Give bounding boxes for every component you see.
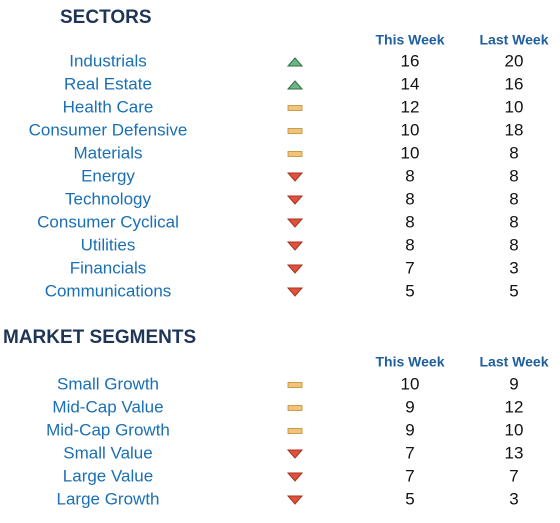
trend-flat-icon xyxy=(287,428,303,434)
this-week-value: 5 xyxy=(405,489,414,508)
this-week-value: 7 xyxy=(405,466,414,485)
row-name: Technology xyxy=(65,189,152,208)
last-week-value: 8 xyxy=(509,143,518,162)
this-week-value: 7 xyxy=(405,443,414,462)
row-name: Small Growth xyxy=(57,374,159,393)
last-week-value: 3 xyxy=(509,489,518,508)
last-week-value: 20 xyxy=(505,51,524,70)
this-week-value: 8 xyxy=(405,166,414,185)
this-week-value: 7 xyxy=(405,258,414,277)
row-name: Energy xyxy=(81,166,135,185)
row-name: Materials xyxy=(74,143,143,162)
this-week-value: 10 xyxy=(401,120,420,139)
column-header: This Week xyxy=(376,32,445,48)
last-week-value: 9 xyxy=(509,374,518,393)
trend-down-icon xyxy=(286,287,304,297)
last-week-value: 18 xyxy=(505,120,524,139)
this-week-value: 9 xyxy=(405,397,414,416)
row-name: Mid-Cap Value xyxy=(52,397,163,416)
last-week-value: 8 xyxy=(509,212,518,231)
this-week-value: 9 xyxy=(405,420,414,439)
last-week-value: 12 xyxy=(505,397,524,416)
row-name: Communications xyxy=(45,281,172,300)
row-name: Large Growth xyxy=(57,489,160,508)
this-week-value: 8 xyxy=(405,189,414,208)
trend-down-icon xyxy=(286,264,304,274)
row-name: Financials xyxy=(70,258,147,277)
trend-down-icon xyxy=(286,172,304,182)
last-week-value: 3 xyxy=(509,258,518,277)
trend-down-icon xyxy=(286,195,304,205)
trend-flat-icon xyxy=(287,151,303,157)
trend-flat-icon xyxy=(287,405,303,411)
trend-down-icon xyxy=(286,218,304,228)
trend-up-icon xyxy=(286,80,304,90)
column-header: Last Week xyxy=(480,32,549,48)
last-week-value: 7 xyxy=(509,466,518,485)
last-week-value: 10 xyxy=(505,97,524,116)
row-name: Consumer Defensive xyxy=(29,120,188,139)
last-week-value: 10 xyxy=(505,420,524,439)
trend-down-icon xyxy=(286,472,304,482)
last-week-value: 5 xyxy=(509,281,518,300)
column-header: This Week xyxy=(376,354,445,370)
row-name: Small Value xyxy=(63,443,152,462)
this-week-value: 10 xyxy=(401,374,420,393)
row-name: Consumer Cyclical xyxy=(37,212,179,231)
row-name: Large Value xyxy=(63,466,153,485)
last-week-value: 8 xyxy=(509,166,518,185)
trend-flat-icon xyxy=(287,105,303,111)
row-name: Real Estate xyxy=(64,74,152,93)
column-header: Last Week xyxy=(480,354,549,370)
trend-flat-icon xyxy=(287,382,303,388)
trend-down-icon xyxy=(286,241,304,251)
trend-flat-icon xyxy=(287,128,303,134)
section-title: SECTORS xyxy=(60,7,152,28)
last-week-value: 8 xyxy=(509,189,518,208)
row-name: Utilities xyxy=(81,235,136,254)
this-week-value: 10 xyxy=(401,143,420,162)
last-week-value: 8 xyxy=(509,235,518,254)
this-week-value: 12 xyxy=(401,97,420,116)
row-name: Industrials xyxy=(69,51,146,70)
section-title: MARKET SEGMENTS xyxy=(3,327,196,348)
row-name: Mid-Cap Growth xyxy=(46,420,170,439)
trend-up-icon xyxy=(286,57,304,67)
this-week-value: 16 xyxy=(401,51,420,70)
this-week-value: 8 xyxy=(405,212,414,231)
last-week-value: 13 xyxy=(505,443,524,462)
trend-down-icon xyxy=(286,495,304,505)
row-name: Health Care xyxy=(63,97,154,116)
trend-down-icon xyxy=(286,449,304,459)
last-week-value: 16 xyxy=(505,74,524,93)
this-week-value: 5 xyxy=(405,281,414,300)
this-week-value: 8 xyxy=(405,235,414,254)
this-week-value: 14 xyxy=(401,74,420,93)
